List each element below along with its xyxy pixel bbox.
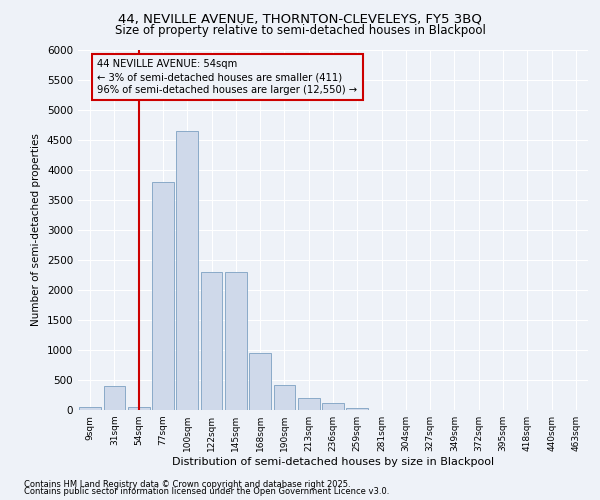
Text: 44 NEVILLE AVENUE: 54sqm
← 3% of semi-detached houses are smaller (411)
96% of s: 44 NEVILLE AVENUE: 54sqm ← 3% of semi-de… [97,59,358,96]
Bar [298,398,320,410]
Bar [322,403,344,410]
Bar [152,182,174,410]
Y-axis label: Number of semi-detached properties: Number of semi-detached properties [31,134,41,326]
Text: 44, NEVILLE AVENUE, THORNTON-CLEVELEYS, FY5 3BQ: 44, NEVILLE AVENUE, THORNTON-CLEVELEYS, … [118,12,482,26]
Bar [225,272,247,410]
Bar [176,131,198,410]
Text: Contains public sector information licensed under the Open Government Licence v3: Contains public sector information licen… [24,487,389,496]
Bar [346,408,368,410]
Bar [104,386,125,410]
Bar [128,407,149,410]
Text: Contains HM Land Registry data © Crown copyright and database right 2025.: Contains HM Land Registry data © Crown c… [24,480,350,489]
Bar [200,272,223,410]
Bar [274,385,295,410]
Bar [249,353,271,410]
X-axis label: Distribution of semi-detached houses by size in Blackpool: Distribution of semi-detached houses by … [172,457,494,467]
Bar [79,407,101,410]
Text: Size of property relative to semi-detached houses in Blackpool: Size of property relative to semi-detach… [115,24,485,37]
